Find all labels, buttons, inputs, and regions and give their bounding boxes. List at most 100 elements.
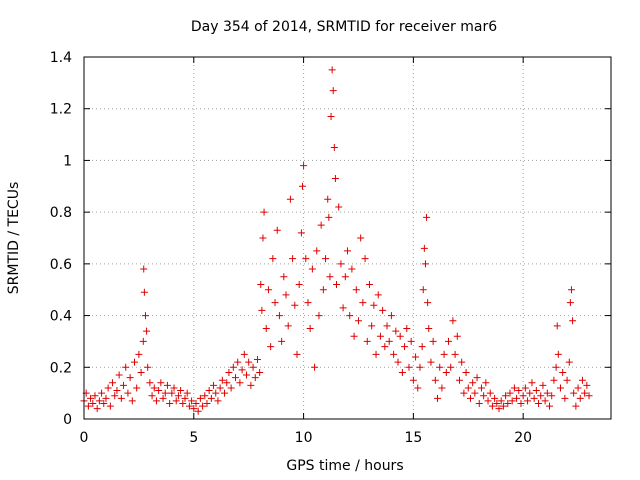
data-point	[436, 363, 444, 371]
data-point	[569, 317, 577, 325]
data-point	[398, 368, 406, 376]
data-point	[89, 399, 97, 407]
data-point	[146, 379, 154, 387]
data-point	[214, 397, 222, 405]
data-point	[330, 144, 338, 151]
data-point	[192, 399, 200, 407]
data-point	[93, 405, 101, 413]
y-tick-label: 1.4	[50, 50, 72, 66]
data-point	[585, 392, 593, 400]
data-point	[84, 402, 92, 410]
data-point	[126, 374, 134, 382]
data-point	[519, 392, 527, 400]
data-point	[111, 392, 119, 400]
data-point	[247, 381, 255, 389]
data-point	[280, 273, 288, 281]
data-point	[311, 363, 319, 371]
data-point	[329, 87, 337, 95]
data-point	[256, 368, 264, 376]
data-point	[570, 389, 578, 397]
data-point	[150, 384, 158, 392]
data-point	[100, 399, 108, 407]
data-point	[177, 387, 185, 395]
data-point	[497, 397, 505, 405]
data-point	[269, 255, 277, 263]
data-point	[315, 312, 323, 320]
data-point	[166, 399, 174, 407]
data-point	[376, 332, 384, 340]
data-point	[401, 343, 409, 351]
data-point	[350, 332, 358, 340]
data-point	[440, 350, 448, 358]
data-point	[168, 389, 176, 397]
data-point	[449, 317, 457, 325]
data-point	[203, 399, 211, 407]
y-tick-label: 1	[63, 153, 72, 169]
data-point	[532, 387, 540, 395]
data-point	[572, 402, 580, 410]
data-point	[484, 397, 492, 405]
data-point	[361, 255, 369, 263]
data-point	[566, 299, 574, 307]
data-point	[267, 343, 275, 351]
data-point	[346, 312, 354, 320]
data-point	[556, 384, 564, 392]
data-point	[131, 358, 139, 366]
data-point	[324, 195, 332, 203]
data-point	[392, 327, 400, 335]
data-point	[535, 399, 543, 407]
data-point	[546, 402, 554, 410]
data-point	[163, 381, 171, 389]
data-point	[282, 291, 290, 299]
data-point	[194, 407, 202, 415]
data-point	[473, 374, 481, 382]
data-point	[253, 356, 261, 364]
data-point	[300, 162, 308, 170]
data-point	[135, 350, 143, 358]
data-point	[271, 299, 279, 307]
data-point	[95, 397, 103, 405]
data-point	[385, 337, 393, 345]
data-point	[122, 363, 130, 371]
data-point	[221, 389, 229, 397]
y-tick-label: 1.2	[50, 102, 72, 118]
data-point	[188, 397, 196, 405]
data-point	[120, 381, 128, 389]
data-point	[216, 384, 224, 392]
data-point	[335, 203, 343, 211]
data-point	[396, 332, 404, 340]
data-point	[357, 234, 365, 242]
data-point	[106, 402, 114, 410]
data-point	[115, 371, 123, 379]
data-point	[491, 394, 499, 402]
data-point	[240, 350, 248, 358]
data-point	[567, 286, 575, 294]
grid-layer	[84, 57, 611, 419]
data-point	[543, 389, 551, 397]
data-point	[574, 384, 582, 392]
data-point	[475, 399, 483, 407]
data-point	[313, 247, 321, 255]
data-point	[102, 394, 110, 402]
data-point	[554, 350, 562, 358]
data-point	[328, 66, 336, 74]
data-point	[161, 389, 169, 397]
data-point	[374, 291, 382, 299]
data-point	[552, 363, 560, 371]
data-point	[251, 374, 259, 382]
data-point	[245, 358, 253, 366]
y-tick-label: 0	[63, 412, 72, 428]
data-point	[139, 337, 147, 345]
data-point	[306, 325, 314, 332]
data-point	[172, 397, 180, 405]
data-point	[469, 379, 477, 387]
data-point	[561, 394, 569, 402]
data-point	[144, 363, 152, 371]
data-point	[425, 325, 433, 332]
data-point	[117, 394, 125, 402]
data-point	[225, 368, 233, 376]
data-point	[539, 381, 547, 389]
data-point	[262, 325, 270, 332]
data-point	[87, 394, 95, 402]
